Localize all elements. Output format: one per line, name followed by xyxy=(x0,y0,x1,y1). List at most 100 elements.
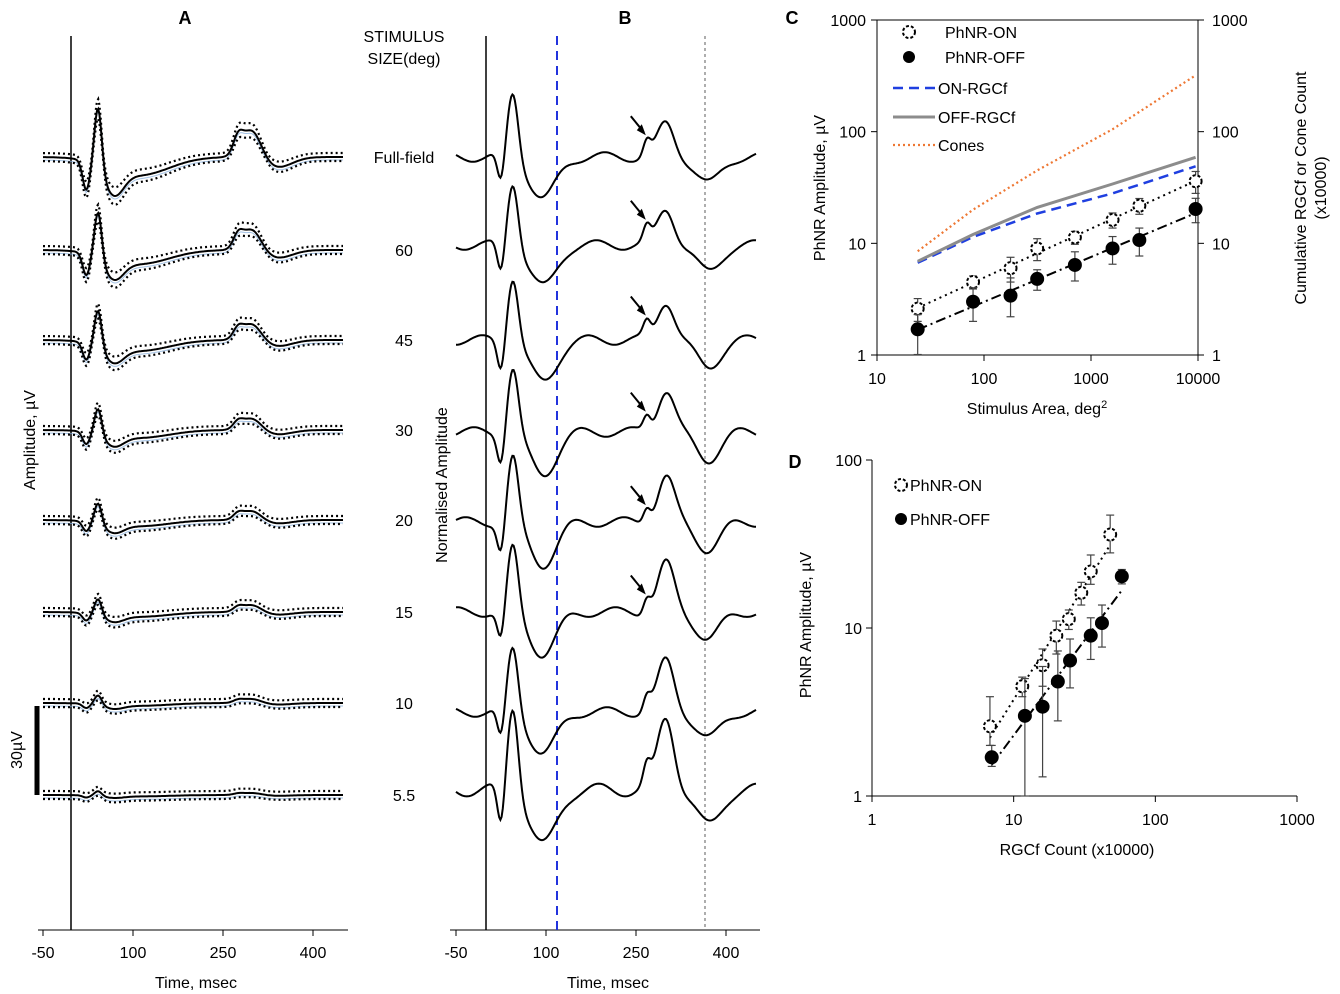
panel-c-x-tick-label: 10000 xyxy=(1176,371,1221,388)
stimulus-size-label: 20 xyxy=(395,513,413,530)
panel-a-x-ticks: -50 100 250 400 xyxy=(31,930,326,962)
panel-c-point-phnr-off xyxy=(1188,201,1203,216)
panel-d-ticks: 1 10 100 1000 1 10 100 xyxy=(835,453,1315,829)
panel-a-mean-trace xyxy=(43,106,343,198)
panel-b-arrow-head xyxy=(636,124,646,136)
panel-a-individual-trace xyxy=(43,793,343,802)
panel-c-point-phnr-off xyxy=(1030,271,1045,286)
panel-a-upper-bound-trace xyxy=(43,689,343,706)
panel-c-point-phnr-on xyxy=(966,275,981,290)
panel-c-y-tick-label: 1 xyxy=(857,348,866,365)
legend-d-phnr-on-marker xyxy=(894,478,908,492)
legend-d-label: PhNR-ON xyxy=(910,478,982,495)
panel-d-xlabel: RGCf Count (x10000) xyxy=(1000,842,1155,859)
panel-c-y2-tick-label: 100 xyxy=(1212,125,1239,142)
panel-a-lower-bound-trace xyxy=(43,219,343,289)
panel-c-point-phnr-off xyxy=(1105,241,1120,256)
panel-c-point-phnr-on xyxy=(1030,241,1045,256)
panel-a-mean-trace xyxy=(43,210,343,282)
panel-a-lower-bound-trace xyxy=(43,508,343,540)
panel-c-frame xyxy=(876,19,1199,356)
panel-a-upper-bound-trace xyxy=(43,96,343,189)
stimulus-size-label: 15 xyxy=(395,605,413,622)
panel-c-point-phnr-on xyxy=(910,301,925,316)
panel-a-individual-trace xyxy=(43,601,343,626)
panel-b-arrow-head xyxy=(636,400,646,412)
panel-d-point-phnr-on xyxy=(1074,585,1089,600)
panel-d-x-tick-label: 10 xyxy=(1005,812,1023,829)
panel-a-upper-bound-trace xyxy=(43,496,343,529)
panel-b-arrow-head xyxy=(636,494,646,506)
panel-d: D 1 10 100 1000 1 10 100 PhNR-ON PhNR-OFF RGCf … xyxy=(789,452,1315,859)
panel-d-point-phnr-off xyxy=(1114,569,1129,584)
panel-a-letter: A xyxy=(179,8,192,28)
panel-b-trace xyxy=(455,368,757,478)
panel-d-point-phnr-off xyxy=(1083,628,1098,643)
panel-d-x-tick-label: 1000 xyxy=(1279,812,1315,829)
panel-c-point-phnr-on xyxy=(1105,212,1120,227)
panel-d-point-phnr-on xyxy=(1015,679,1030,694)
panel-d-point-phnr-on xyxy=(1103,527,1118,542)
panel-b-arrow-head xyxy=(636,304,646,316)
panel-d-point-phnr-off xyxy=(1050,674,1065,689)
panel-c-marks xyxy=(910,74,1203,356)
legend-c-label: ON-RGCf xyxy=(938,81,1008,98)
panel-c-y-tick-label: 100 xyxy=(839,125,866,142)
panel-a-upper-bound-trace xyxy=(43,401,343,442)
panel-d-point-phnr-off xyxy=(984,750,999,765)
panel-c-line-off-rgcf xyxy=(917,155,1197,263)
stimulus-size-label: 45 xyxy=(395,333,413,350)
panel-c-legend: PhNR-ON PhNR-OFF ON-RGCf OFF-RGCf Cones xyxy=(893,25,1025,155)
panel-c-point-phnr-on xyxy=(1188,174,1203,189)
panel-d-fit-line xyxy=(989,544,1112,739)
stimulus-size-list: Full-field 60 45 30 20 15 10 5.5 xyxy=(374,150,434,805)
panel-b-traces xyxy=(455,92,757,842)
panel-c-y2-tick-label: 1000 xyxy=(1212,13,1248,30)
legend-d-label: PhNR-OFF xyxy=(910,512,990,529)
panel-b-xlabel: Time, msec xyxy=(567,975,649,992)
panel-b-x-tick-label: 400 xyxy=(713,945,740,962)
panel-d-point-phnr-off xyxy=(1094,616,1109,631)
panel-d-point-phnr-on xyxy=(982,719,997,734)
panel-d-point-phnr-on xyxy=(1049,628,1064,643)
panel-b-trace xyxy=(455,92,757,199)
panel-c-y2-tick-label: 10 xyxy=(1212,236,1230,253)
panel-a-x-tick-label: 100 xyxy=(120,945,147,962)
panel-c-y-tick-label: 1000 xyxy=(830,13,866,30)
panel-c-y2-tick-label: 1 xyxy=(1212,348,1221,365)
stimulus-size-label: 5.5 xyxy=(393,788,415,805)
panel-c-point-phnr-on xyxy=(1003,261,1018,276)
panel-b-trace xyxy=(455,708,757,842)
stimulus-size-label: 60 xyxy=(395,243,413,260)
panel-c-point-phnr-off xyxy=(1132,233,1147,248)
panel-c-xlabel: Stimulus Area, deg2 xyxy=(967,399,1107,418)
panel-c-ylabel: PhNR Amplitude, µV xyxy=(812,115,829,262)
panel-c-point-phnr-off xyxy=(910,322,925,337)
legend-c-label: Cones xyxy=(938,138,984,155)
panel-d-legend: PhNR-ON PhNR-OFF xyxy=(894,478,990,529)
legend-d-phnr-off-marker xyxy=(895,513,907,525)
panel-d-y-tick-label: 10 xyxy=(844,621,862,638)
panel-a-xlabel: Time, msec xyxy=(155,975,237,992)
panel-d-point-phnr-on xyxy=(1035,658,1050,673)
panel-c-letter: C xyxy=(786,8,799,28)
stimulus-header-1: STIMULUS xyxy=(364,29,445,46)
panel-b-trace xyxy=(455,184,757,284)
legend-c-label: PhNR-ON xyxy=(945,25,1017,42)
panel-b-trace xyxy=(456,543,757,659)
panel-d-letter: D xyxy=(789,452,802,472)
panel-a-upper-bound-trace xyxy=(43,592,343,619)
panel-a-lower-bound-trace xyxy=(43,603,343,629)
panel-d-x-tick-label: 100 xyxy=(1142,812,1169,829)
panel-a-x-tick-label: 250 xyxy=(210,945,237,962)
panel-c-point-phnr-off xyxy=(966,294,981,309)
panel-a-mean-trace xyxy=(43,309,343,365)
panel-a-mean-trace xyxy=(43,790,343,799)
panel-b-x-tick-label: 250 xyxy=(623,945,650,962)
panel-b-trace xyxy=(455,454,756,570)
panel-d-x-tick-label: 1 xyxy=(868,812,877,829)
panel-c-line-on-rgcf xyxy=(917,165,1196,264)
legend-c-label: OFF-RGCf xyxy=(938,110,1016,127)
